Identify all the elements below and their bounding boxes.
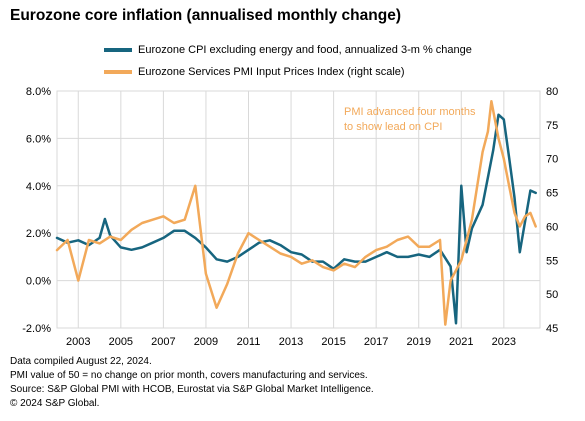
y-right-tick-label: 75 <box>546 120 558 132</box>
annotation-line-1: PMI advanced four months <box>344 106 476 118</box>
legend-swatch-pmi <box>104 70 132 74</box>
y-axis-left: -2.0% 0.0% 2.0% 4.0% 6.0% 8.0% <box>22 86 51 335</box>
y-right-tick-label: 70 <box>546 154 558 166</box>
x-tick-label: 2009 <box>194 336 218 348</box>
plot-area-border <box>56 90 541 329</box>
x-tick-label: 2021 <box>449 336 473 348</box>
chart-title: Eurozone core inflation (annualised mont… <box>10 7 401 24</box>
y-left-tick-label: 8.0% <box>26 86 51 98</box>
annotation-line-2: to show lead on CPI <box>344 121 442 133</box>
y-right-tick-label: 80 <box>546 86 558 98</box>
footnotes: Data compiled August 22, 2024. PMI value… <box>10 355 374 411</box>
y-left-tick-label: -2.0% <box>22 323 51 335</box>
legend-swatch-cpi <box>104 48 132 52</box>
series-line-pmi <box>55 99 537 326</box>
legend-label-pmi: Eurozone Services PMI Input Prices Index… <box>138 66 405 78</box>
x-tick-label: 2011 <box>237 336 261 348</box>
gridlines <box>56 90 541 329</box>
y-left-tick-label: 4.0% <box>26 181 51 193</box>
y-axis-right: 45 50 55 60 65 70 75 80 <box>546 86 558 335</box>
x-tick-label: 2017 <box>364 336 388 348</box>
x-tick-label: 2003 <box>66 336 90 348</box>
y-right-tick-label: 55 <box>546 255 558 267</box>
x-tick-label: 2007 <box>151 336 175 348</box>
footnote-source: Source: S&P Global PMI with HCOB, Eurost… <box>10 384 374 395</box>
x-tick-label: 2005 <box>109 336 133 348</box>
footnote-pmi-definition: PMI value of 50 = no change on prior mon… <box>10 370 368 381</box>
legend: Eurozone CPI excluding energy and food, … <box>104 39 472 83</box>
x-tick-label: 2023 <box>492 336 516 348</box>
y-right-tick-label: 60 <box>546 221 558 233</box>
y-right-tick-label: 50 <box>546 289 558 301</box>
y-right-tick-label: 65 <box>546 188 558 200</box>
y-left-tick-label: 0.0% <box>26 276 51 288</box>
x-tick-label: 2015 <box>321 336 345 348</box>
y-left-tick-label: 6.0% <box>26 133 51 145</box>
legend-item-pmi: Eurozone Services PMI Input Prices Index… <box>104 61 472 83</box>
legend-label-cpi: Eurozone CPI excluding energy and food, … <box>138 44 472 56</box>
x-tick-label: 2013 <box>279 336 303 348</box>
footnote-copyright: © 2024 S&P Global. <box>10 398 100 409</box>
legend-item-cpi: Eurozone CPI excluding energy and food, … <box>104 39 472 61</box>
series-group <box>55 99 537 326</box>
x-axis: 2003 2005 2007 2009 2011 2013 2015 2017 2019 2021… <box>66 336 516 348</box>
series-line-cpi <box>55 113 537 325</box>
y-left-tick-label: 2.0% <box>26 228 51 240</box>
y-right-tick-label: 45 <box>546 323 558 335</box>
footnote-date: Data compiled August 22, 2024. <box>10 356 152 367</box>
x-tick-label: 2019 <box>406 336 430 348</box>
